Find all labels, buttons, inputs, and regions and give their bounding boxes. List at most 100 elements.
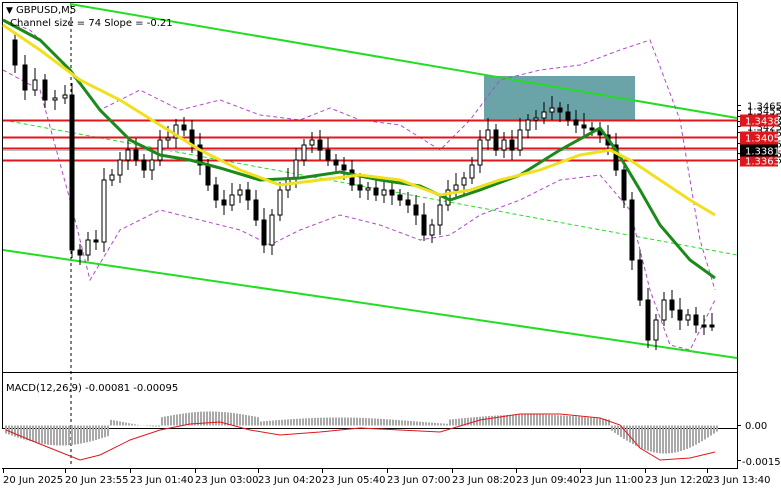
channel-upper-line [69, 3, 738, 119]
candle-body [117, 159, 123, 176]
candle-body [325, 149, 331, 161]
candle-body [221, 199, 227, 206]
candle-body [389, 189, 395, 196]
candle-body [637, 259, 643, 301]
level-tag-label: 1.3405 [745, 134, 780, 145]
candle-body [461, 177, 467, 186]
candle-body [581, 124, 587, 129]
candle-body [549, 107, 555, 113]
band-lower [2, 69, 716, 351]
candle-body [381, 189, 387, 196]
time-tick-label: 23 Jun 03:00 [195, 475, 259, 486]
macd-axis-zero: 0.00 [745, 421, 767, 432]
candle-body [12, 39, 18, 66]
candle-body [421, 214, 427, 236]
ma-slow-line [2, 23, 716, 217]
candle-body [125, 149, 131, 161]
candle-body [405, 199, 411, 206]
level-lines [3, 119, 737, 162]
macd-signal-line [5, 413, 716, 461]
candle-body [589, 127, 595, 131]
macd-pane [5, 411, 718, 461]
candle-body [469, 164, 475, 179]
current-price-tag [740, 144, 778, 157]
time-tick-label: 23 Jun 11:00 [580, 475, 644, 486]
candle-body [525, 119, 531, 131]
candle-body [693, 314, 699, 326]
candle-body [197, 144, 203, 166]
candle-body [709, 324, 715, 328]
candle-body [565, 111, 571, 121]
candle-body [133, 149, 139, 161]
candle-body [541, 111, 547, 119]
candle-body [397, 194, 403, 201]
price-tick-label: 1.3455 [747, 107, 781, 118]
channel-lower-line [2, 249, 738, 359]
time-tick-label: 23 Jun 08:20 [452, 475, 516, 486]
time-tick-label: 20 Jun 23:55 [65, 475, 129, 486]
candle-body [93, 239, 99, 243]
time-tick-label: 23 Jun 12:20 [645, 475, 709, 486]
candle-body [677, 309, 683, 321]
level-tag [740, 131, 778, 144]
time-tick-label: 23 Jun 09:40 [516, 475, 580, 486]
candle-body [701, 324, 707, 328]
candle-body [629, 199, 635, 261]
candle-body [109, 174, 115, 181]
candle-body [613, 144, 619, 171]
candle-body [101, 179, 107, 243]
candle-body [237, 189, 243, 196]
candle-body [277, 189, 283, 216]
candle-body [661, 299, 667, 321]
candle-body [205, 164, 211, 186]
candle-body [669, 299, 675, 311]
price-axis: 1.34651.34551.34451.34351.34251.34151.33… [737, 102, 781, 168]
candle-body [229, 194, 235, 206]
ma-fast-line [2, 18, 716, 280]
candle-body [493, 129, 499, 151]
candle-body [141, 159, 147, 171]
candle-body [333, 159, 339, 166]
candle-body [42, 79, 48, 101]
current-price-label: 1.3381 [745, 147, 780, 158]
level-tag-label: 1.3363 [745, 157, 780, 168]
time-axis: 20 Jun 2025 20 Jun 23:55 23 Jun 01:40 23 Ju… [3, 469, 771, 486]
candle-body [301, 144, 307, 161]
candle-body [653, 319, 659, 341]
candle-body [157, 139, 163, 161]
chart-symbol-icon: ▼ [6, 6, 13, 16]
candle-body [573, 119, 579, 126]
candle-body [62, 94, 68, 99]
candle-body [533, 117, 539, 121]
price-tick-label: 1.3465 [747, 102, 781, 113]
candle-body [373, 187, 379, 196]
price-tick-label: 1.3425 [747, 123, 781, 134]
moving-averages [2, 18, 716, 280]
time-tick-label: 23 Jun 04:20 [258, 475, 322, 486]
candle-body [85, 239, 91, 256]
time-tick-label: 23 Jun 07:00 [387, 475, 451, 486]
candle-body [509, 139, 515, 151]
macd-label: MACD(12,26,9) -0.00081 -0.00095 [6, 383, 178, 394]
candle-body [453, 184, 459, 191]
candle-body [621, 169, 627, 201]
chart-symbol: GBPUSD,M5 [16, 5, 76, 16]
macd-axis-low: -0.00154 [742, 457, 781, 468]
candle-body [77, 249, 83, 256]
candle-body [261, 219, 267, 246]
candle-body [52, 97, 58, 101]
candle-body [501, 139, 507, 151]
candle-body [357, 184, 363, 191]
candle-body [341, 164, 347, 171]
candle-body [437, 204, 443, 226]
candle-body [22, 64, 28, 91]
candle-body [253, 199, 259, 221]
candle-body [429, 224, 435, 236]
time-tick-label: 23 Jun 13:40 [707, 475, 771, 486]
chart-frame [2, 2, 738, 429]
candle-body [485, 129, 491, 141]
candle-body [293, 159, 299, 179]
candle-body [269, 214, 275, 246]
candle-body [149, 159, 155, 171]
